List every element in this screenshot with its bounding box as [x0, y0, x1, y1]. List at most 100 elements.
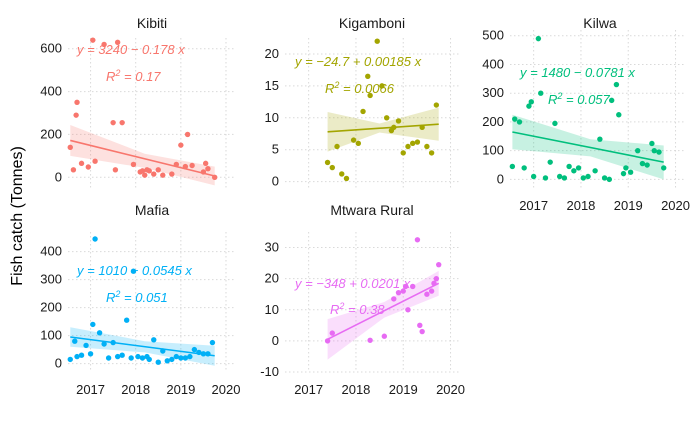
- data-point: [78, 352, 85, 358]
- data-point: [402, 283, 409, 290]
- y-tick-label: 100: [40, 328, 62, 343]
- y-tick-label: 500: [482, 28, 504, 43]
- data-point: [379, 83, 385, 89]
- data-point: [424, 291, 430, 297]
- data-point: [542, 175, 549, 181]
- y-tick-label: 0: [272, 333, 279, 348]
- data-point: [139, 355, 146, 361]
- data-point: [552, 120, 558, 127]
- data-point: [101, 41, 107, 48]
- data-point: [410, 140, 416, 147]
- data-point: [509, 163, 516, 170]
- y-tick-label: 0: [497, 171, 504, 186]
- y-tick-label: 600: [40, 41, 62, 56]
- data-point: [139, 168, 146, 174]
- data-point: [324, 338, 331, 344]
- data-point: [105, 355, 112, 361]
- data-point: [87, 351, 94, 357]
- x-tick-label: 2020: [661, 198, 690, 213]
- x-tick-label: 2017: [76, 382, 105, 397]
- data-point: [178, 142, 184, 148]
- data-point: [128, 355, 134, 361]
- panel-kigamboni: 0 5 10 15 20 Kigamboni y = −24.7 + 0.00185 x R2…: [265, 15, 460, 189]
- data-point: [329, 330, 335, 336]
- data-point: [74, 353, 80, 360]
- x-tick-label: 2018: [121, 382, 150, 397]
- y-tick-label: 5: [272, 142, 279, 157]
- data-point: [391, 296, 397, 302]
- x-tick-label: 2020: [436, 382, 465, 397]
- regression-equation: y = 3240 − 0.178 x: [76, 42, 185, 57]
- data-point: [114, 39, 121, 45]
- x-tick-label: 2020: [212, 382, 241, 397]
- data-point: [110, 339, 116, 346]
- data-point: [374, 38, 380, 44]
- data-point: [661, 165, 667, 171]
- x-tick-label: 2019: [614, 198, 643, 213]
- y-tick-label: 15: [265, 78, 279, 93]
- data-point: [530, 173, 537, 180]
- regression-line: [327, 123, 439, 133]
- y-tick-label: 20: [265, 46, 279, 61]
- data-point: [130, 161, 137, 168]
- regression-line: [327, 282, 440, 341]
- data-point: [114, 353, 121, 360]
- data-point: [623, 165, 629, 171]
- data-point: [169, 356, 175, 363]
- data-point: [410, 283, 416, 290]
- y-tick-label: 400: [40, 84, 62, 99]
- data-point: [651, 147, 657, 154]
- confidence-band: [70, 125, 215, 186]
- data-point: [112, 167, 119, 173]
- data-point: [70, 167, 77, 173]
- regression-line: [512, 131, 664, 163]
- data-point: [211, 174, 218, 180]
- y-axis-label: Fish catch (Tonnes): [9, 146, 26, 286]
- data-point: [187, 353, 193, 360]
- data-point: [72, 338, 78, 344]
- regression-line: [70, 336, 215, 357]
- data-point: [101, 341, 107, 347]
- r-squared-label: R2 = 0.057: [548, 91, 611, 107]
- data-point: [339, 171, 345, 177]
- r-squared-label: R2 = 0.38: [330, 301, 385, 317]
- data-point: [119, 119, 125, 126]
- data-point: [433, 275, 440, 282]
- data-point: [92, 158, 98, 164]
- data-point: [391, 124, 397, 131]
- data-point: [395, 118, 402, 124]
- data-point: [428, 150, 435, 156]
- panel-title: Mafia: [135, 202, 169, 218]
- data-point: [526, 103, 532, 109]
- r-squared-label: R2 = 0.17: [106, 68, 161, 84]
- data-point: [78, 160, 85, 167]
- data-point: [575, 165, 582, 171]
- data-point: [329, 164, 335, 171]
- data-point: [160, 172, 166, 178]
- data-point: [155, 167, 161, 173]
- data-point: [90, 37, 96, 43]
- data-point: [182, 355, 189, 361]
- data-point: [400, 288, 406, 294]
- data-point: [334, 143, 340, 150]
- data-point: [616, 112, 622, 118]
- data-point: [205, 351, 211, 357]
- data-point: [419, 328, 425, 335]
- data-point: [613, 81, 620, 88]
- data-point: [512, 116, 518, 122]
- data-point: [627, 169, 634, 175]
- data-point: [367, 337, 373, 343]
- data-point: [556, 173, 563, 180]
- data-point: [146, 168, 152, 174]
- data-point: [200, 351, 207, 357]
- data-point: [606, 176, 613, 183]
- x-tick-label: 2019: [166, 382, 195, 397]
- regression-equation: y = 1480 − 0.0781 x: [519, 65, 635, 80]
- data-point: [73, 112, 79, 118]
- data-point: [92, 236, 98, 242]
- x-tick-label: 2017: [294, 382, 323, 397]
- data-point: [571, 168, 577, 174]
- data-point: [383, 115, 390, 121]
- data-point: [414, 237, 421, 243]
